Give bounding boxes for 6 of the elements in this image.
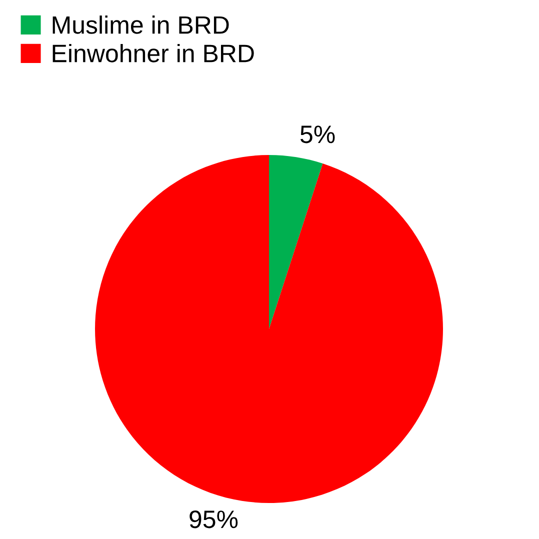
pie-slice (95, 155, 443, 503)
data-label: 5% (300, 126, 335, 144)
legend-label: Einwohner in BRD (52, 44, 254, 62)
legend-label: Muslime in BRD (52, 16, 229, 34)
data-label: 95% (190, 510, 238, 528)
pie-slice (269, 155, 323, 329)
